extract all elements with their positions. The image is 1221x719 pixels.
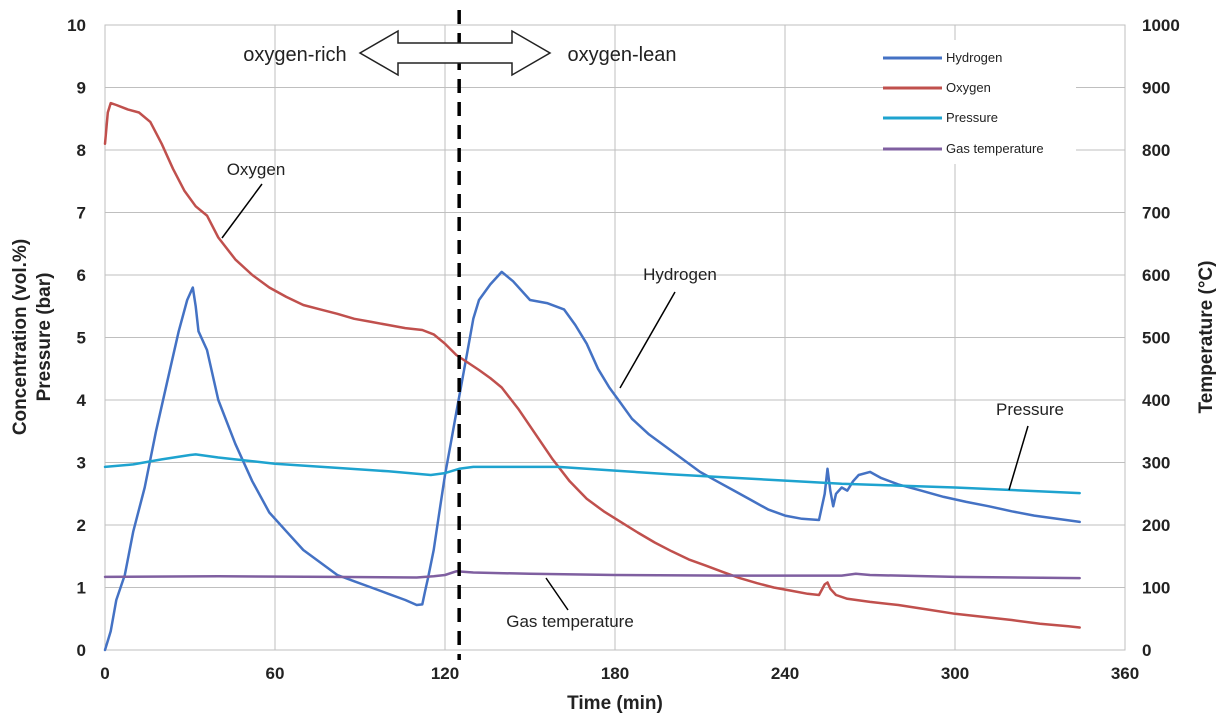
annotation-oxygen-leader [221,183,263,239]
series-line-gas-temperature [103,570,1081,580]
y-right-tick-label: 100 [1142,579,1170,598]
x-axis-title: Time (min) [567,693,663,714]
region-label-oxygen-rich: oxygen-rich [243,44,346,66]
y-axis-left-title-line2: Pressure (bar) [34,273,55,402]
y-left-tick-label: 10 [67,16,86,35]
y-left-tick-label: 2 [77,516,86,535]
y-right-tick-label: 500 [1142,329,1170,348]
y-right-tick-label: 600 [1142,266,1170,285]
series-line-oxygen [103,101,1081,629]
region-label-oxygen-lean: oxygen-lean [568,44,677,66]
x-tick-label: 180 [601,664,629,683]
annotation-gas-temperature: Gas temperature [506,612,634,631]
y-right-tick-label: 1000 [1142,16,1180,35]
y-right-tick-label: 900 [1142,79,1170,98]
y-right-tick-label: 400 [1142,391,1170,410]
y-left-tick-label: 9 [77,79,86,98]
legend-label-pressure: Pressure [946,110,998,125]
y-left-tick-label: 0 [77,641,86,660]
x-tick-label: 300 [941,664,969,683]
annotation-hydrogen: Hydrogen [643,265,717,284]
annotations: Oxygen Hydrogen Pressure Gas temperature [221,160,1064,631]
x-tick-label: 60 [266,664,285,683]
x-tick-label: 360 [1111,664,1139,683]
x-tick-label: 0 [100,664,109,683]
legend-label-gas-temperature: Gas temperature [946,141,1044,156]
legend-background [936,40,1076,164]
x-tick-label: 240 [771,664,799,683]
annotation-gas-temperature-leader [545,577,569,611]
annotation-pressure-leader [1008,425,1029,491]
y-right-tick-label: 800 [1142,141,1170,160]
y-left-tick-label: 3 [77,454,86,473]
y-left-tick-label: 7 [77,204,86,223]
y-left-tick-label: 1 [77,579,86,598]
annotation-hydrogen-leader [619,291,676,389]
plot-area-border [104,24,1126,651]
y-axis-left-title-line1: Concentration (vol.%) [10,239,31,435]
y-right-tick-label: 700 [1142,204,1170,223]
series-line-pressure [103,453,1081,495]
series-line-hydrogen [103,270,1081,652]
y-left-tick-label: 8 [77,141,86,160]
double-arrow [358,29,552,77]
annotation-pressure: Pressure [996,400,1064,419]
tick-labels: 0 60 120 180 240 300 3600123456789100100200300… [67,16,1180,683]
legend-label-oxygen: Oxygen [946,80,991,95]
legend: Hydrogen Oxygen Pressure Gas temperature [883,40,1076,164]
y-left-tick-label: 5 [77,329,86,348]
y-right-tick-label: 300 [1142,454,1170,473]
annotation-oxygen: Oxygen [227,160,286,179]
y-left-tick-label: 6 [77,266,86,285]
x-tick-label: 120 [431,664,459,683]
series-lines [103,101,1081,652]
y-right-tick-label: 0 [1142,641,1151,660]
y-right-tick-label: 200 [1142,516,1170,535]
legend-label-hydrogen: Hydrogen [946,50,1002,65]
y-axis-right-title: Temperature (°C) [1196,261,1217,414]
y-left-tick-label: 4 [77,391,87,410]
